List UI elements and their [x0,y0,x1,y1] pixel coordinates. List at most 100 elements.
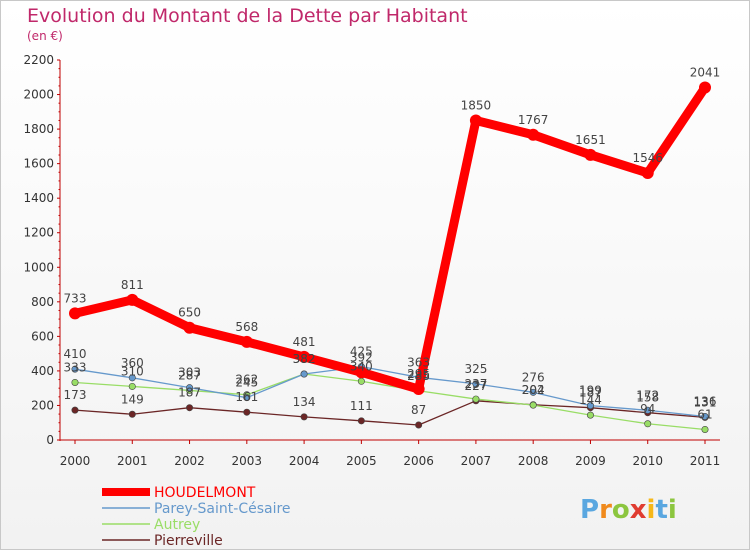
logo-letter: i [668,495,677,525]
data-label: 360 [121,356,144,370]
y-tick-label: 1200 [23,226,54,240]
series-point [472,395,480,403]
data-label: 303 [178,366,201,380]
series-point [527,128,540,141]
data-label: 131 [694,395,717,409]
logo-letter: x [630,495,647,525]
data-label: 158 [636,391,659,405]
series-point [355,366,368,379]
series-point [701,425,709,433]
series-point [300,370,308,378]
data-label: 333 [64,360,87,374]
y-tick-label: 2200 [23,53,54,67]
data-label: 295 [407,367,430,381]
data-label: 382 [293,352,316,366]
data-label: 340 [350,359,373,373]
x-tick-label: 2010 [632,454,663,468]
data-label: 187 [178,386,201,400]
series-point [71,406,79,414]
data-label: 310 [121,364,144,378]
data-label: 136 [694,395,717,409]
y-tick-label: 600 [31,329,54,343]
y-tick-label: 800 [31,295,54,309]
series-layer [69,81,711,433]
series-point [412,383,425,396]
data-label: 363 [407,355,430,369]
proxiti-logo: Proxiti [580,495,677,525]
logo-letter: i [647,495,656,525]
x-tick-label: 2007 [461,454,492,468]
logo-letter: o [612,495,630,525]
x-tick-label: 2002 [174,454,205,468]
series-point [529,388,537,396]
chart-subtitle: (en €) [27,29,63,43]
data-label: 325 [464,362,487,376]
legend-label: Parey-Saint-Césaire [154,501,291,517]
series-point [472,380,480,388]
data-label: 61 [697,407,712,421]
data-label: 382 [293,352,316,366]
series-point [641,166,654,179]
data-label: 650 [178,306,201,320]
data-label: 262 [235,373,258,387]
data-label: 204 [522,383,545,397]
series-point [586,402,594,410]
logo-letter: t [655,495,667,525]
chart-title: Evolution du Montant de la Dette par Hab… [27,5,468,27]
series-point [584,148,597,161]
brand-logo-text: Proxiti [580,495,677,525]
y-tick-label: 400 [31,364,54,378]
series-point [298,350,311,363]
data-label: 285 [407,369,430,383]
series-point [186,404,194,412]
y-tick-label: 1000 [23,260,54,274]
data-label: 94 [640,402,655,416]
series-point [126,293,139,306]
data-label: 410 [64,347,87,361]
data-label: 1767 [518,113,549,127]
x-tick-label: 2008 [518,454,549,468]
series-point [71,378,79,386]
data-label: 144 [579,393,602,407]
legend-label: Pierreville [154,533,223,549]
x-tick-label: 2006 [403,454,434,468]
data-label: 2041 [690,65,721,79]
data-label: 1546 [632,151,663,165]
data-label: 287 [178,368,201,382]
data-label: 237 [464,377,487,391]
series-line [74,365,706,418]
y-tick-label: 0 [46,433,54,447]
data-label: 202 [522,383,545,397]
data-label: 111 [350,399,373,413]
series-point [71,365,79,373]
series-point [699,81,711,94]
series-point [415,421,423,429]
data-label: 245 [235,376,258,390]
data-label: 134 [293,395,316,409]
series-point [586,411,594,419]
data-label: 1850 [461,98,492,112]
data-label: 161 [235,390,258,404]
logo-letter: r [599,495,612,525]
series-point [469,114,482,127]
data-label: 187 [579,386,602,400]
axes: 0 200 400 600 800 1000 1200 1400 1600 1800 2000 220… [23,53,720,468]
series-point [183,321,196,334]
data-label: 276 [522,370,545,384]
series-line [74,373,706,431]
series-point [701,413,709,421]
x-tick-label: 2011 [690,454,721,468]
data-label: 87 [411,403,426,417]
data-labels: 733 811 650 568 481 392 295 1850 1767 1651 1546 204… [64,65,721,421]
data-label: 425 [350,345,373,359]
series-point [644,420,652,428]
series-point [243,408,251,416]
y-tick-label: 1600 [23,157,54,171]
series-line [70,82,710,394]
data-label: 1651 [575,133,606,147]
y-tick-label: 1400 [23,191,54,205]
data-label: 172 [636,388,659,402]
x-tick-label: 2005 [346,454,377,468]
